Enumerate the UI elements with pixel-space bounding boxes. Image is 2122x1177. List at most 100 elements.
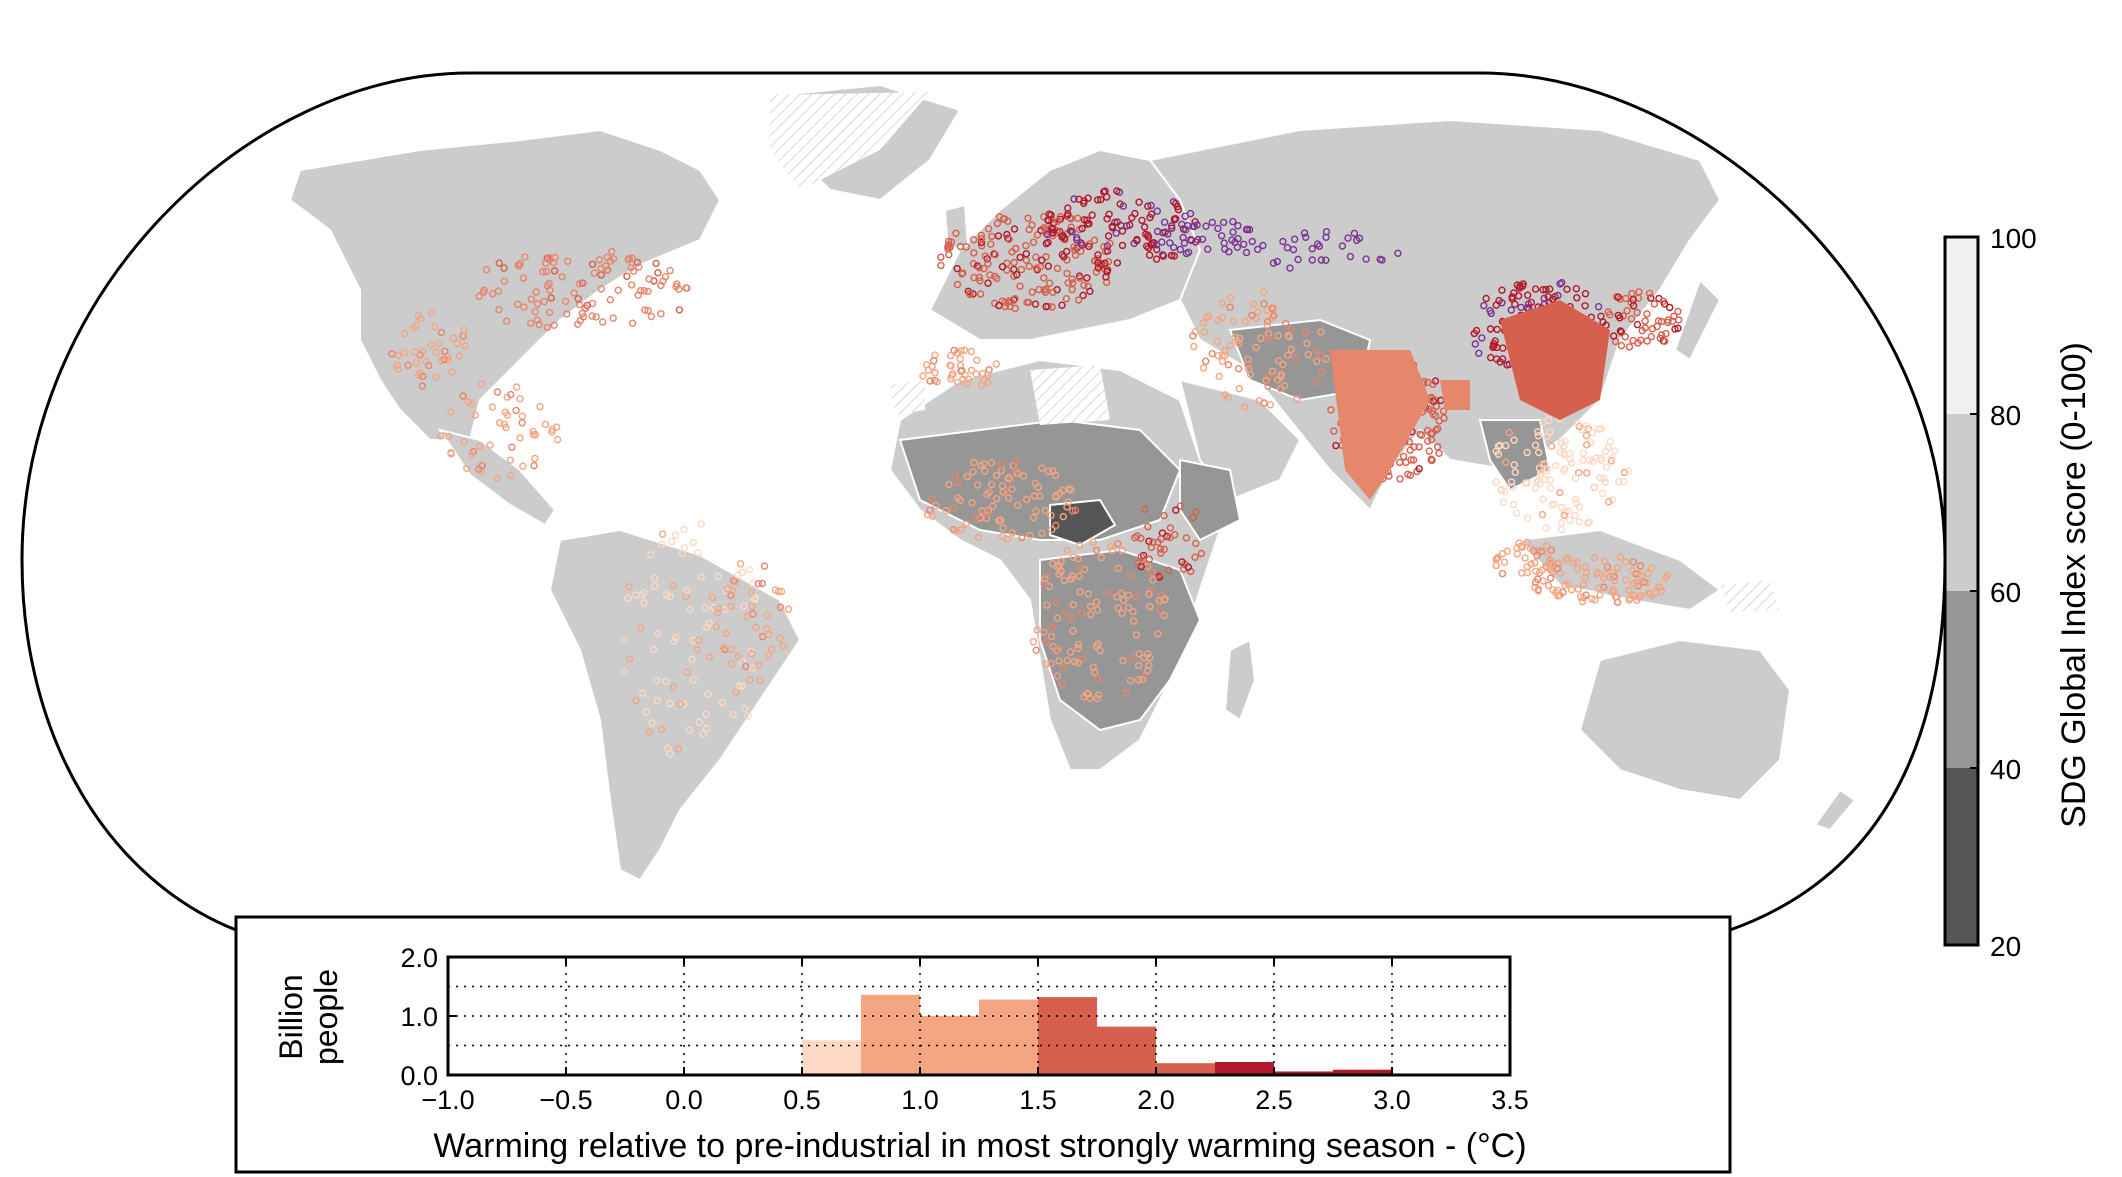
population-point xyxy=(1133,236,1141,245)
population-point xyxy=(1131,534,1139,542)
population-point xyxy=(518,412,526,420)
population-point xyxy=(1187,235,1195,244)
population-point xyxy=(514,300,522,309)
population-point xyxy=(1470,329,1479,338)
population-point xyxy=(777,587,786,596)
population-point xyxy=(486,441,494,449)
population-point xyxy=(1076,588,1084,596)
population-point xyxy=(1053,264,1062,273)
population-point xyxy=(1531,285,1540,293)
population-point xyxy=(754,661,763,669)
population-point xyxy=(1074,214,1082,222)
population-point xyxy=(606,296,615,304)
population-point xyxy=(1279,360,1287,369)
population-point xyxy=(695,718,703,726)
histogram-ylabel-line2: people xyxy=(308,969,344,1065)
population-point xyxy=(659,277,667,285)
population-point xyxy=(489,290,497,298)
population-point xyxy=(1279,237,1287,246)
population-point xyxy=(957,367,965,375)
population-point xyxy=(1670,312,1678,320)
population-point xyxy=(1542,562,1550,570)
population-point xyxy=(1643,337,1651,345)
population-point xyxy=(1142,242,1151,250)
population-point xyxy=(1229,217,1237,226)
population-point xyxy=(657,281,665,290)
population-point xyxy=(657,540,666,549)
histogram-xlabel: Warming relative to pre-industrial in mo… xyxy=(433,1127,1526,1165)
population-point xyxy=(1224,393,1232,401)
population-point xyxy=(995,517,1003,525)
population-point xyxy=(1152,245,1161,254)
population-point xyxy=(553,423,561,431)
population-point xyxy=(1629,558,1637,566)
population-point xyxy=(749,664,757,672)
population-point xyxy=(651,582,659,590)
population-point xyxy=(1564,554,1572,562)
population-point xyxy=(975,263,983,272)
population-point xyxy=(1523,479,1532,487)
population-point xyxy=(1203,245,1212,253)
population-point xyxy=(1304,350,1313,359)
population-point xyxy=(1140,223,1149,231)
histogram-bar xyxy=(1215,1062,1274,1075)
population-point xyxy=(1561,581,1569,589)
population-point xyxy=(419,372,427,381)
population-point xyxy=(1647,294,1655,302)
population-point xyxy=(634,291,642,299)
population-point xyxy=(1153,227,1162,236)
population-point xyxy=(743,612,751,621)
population-point xyxy=(1146,213,1154,222)
population-point xyxy=(1538,510,1547,519)
population-point xyxy=(1078,224,1086,233)
population-point xyxy=(1172,506,1180,514)
population-point xyxy=(1134,661,1143,670)
population-point xyxy=(599,318,607,326)
population-point xyxy=(1148,569,1156,577)
histogram-bar xyxy=(1274,1071,1333,1075)
population-point xyxy=(1542,524,1550,532)
population-point xyxy=(1013,469,1022,478)
population-point xyxy=(1270,311,1278,320)
population-point xyxy=(1663,572,1672,580)
population-point xyxy=(627,263,635,272)
population-point xyxy=(1112,229,1120,237)
population-point xyxy=(952,229,960,238)
population-point xyxy=(962,520,970,528)
population-point xyxy=(931,351,939,359)
population-point xyxy=(1189,332,1197,340)
population-point xyxy=(564,257,572,265)
population-point xyxy=(945,241,953,249)
population-point xyxy=(678,549,687,558)
histogram-xtick-label: −0.5 xyxy=(539,1085,592,1115)
southeast-asia-region xyxy=(1478,419,1552,492)
population-point xyxy=(500,264,508,272)
population-point xyxy=(992,360,1000,368)
population-point xyxy=(1001,302,1009,311)
population-point xyxy=(1556,488,1564,497)
population-point xyxy=(1102,273,1110,281)
population-point xyxy=(1218,299,1226,307)
population-point xyxy=(1581,302,1589,310)
population-point xyxy=(608,247,616,256)
population-point xyxy=(1518,282,1527,290)
population-point xyxy=(1531,559,1539,567)
population-point xyxy=(1546,566,1555,574)
population-point xyxy=(495,306,503,314)
population-point xyxy=(652,677,661,685)
population-point xyxy=(1573,294,1581,302)
population-point xyxy=(1108,222,1117,231)
population-point xyxy=(1086,287,1094,295)
population-point xyxy=(1569,559,1578,567)
population-point xyxy=(625,254,633,263)
colorbar-bin xyxy=(1945,591,1978,768)
population-point xyxy=(636,624,645,632)
population-point xyxy=(1287,325,1295,333)
population-point xyxy=(967,366,976,374)
population-point xyxy=(1268,367,1277,376)
population-point xyxy=(1083,274,1091,282)
population-point xyxy=(494,287,503,295)
population-point xyxy=(983,371,992,379)
population-point xyxy=(1277,370,1285,379)
population-point xyxy=(1084,194,1092,202)
